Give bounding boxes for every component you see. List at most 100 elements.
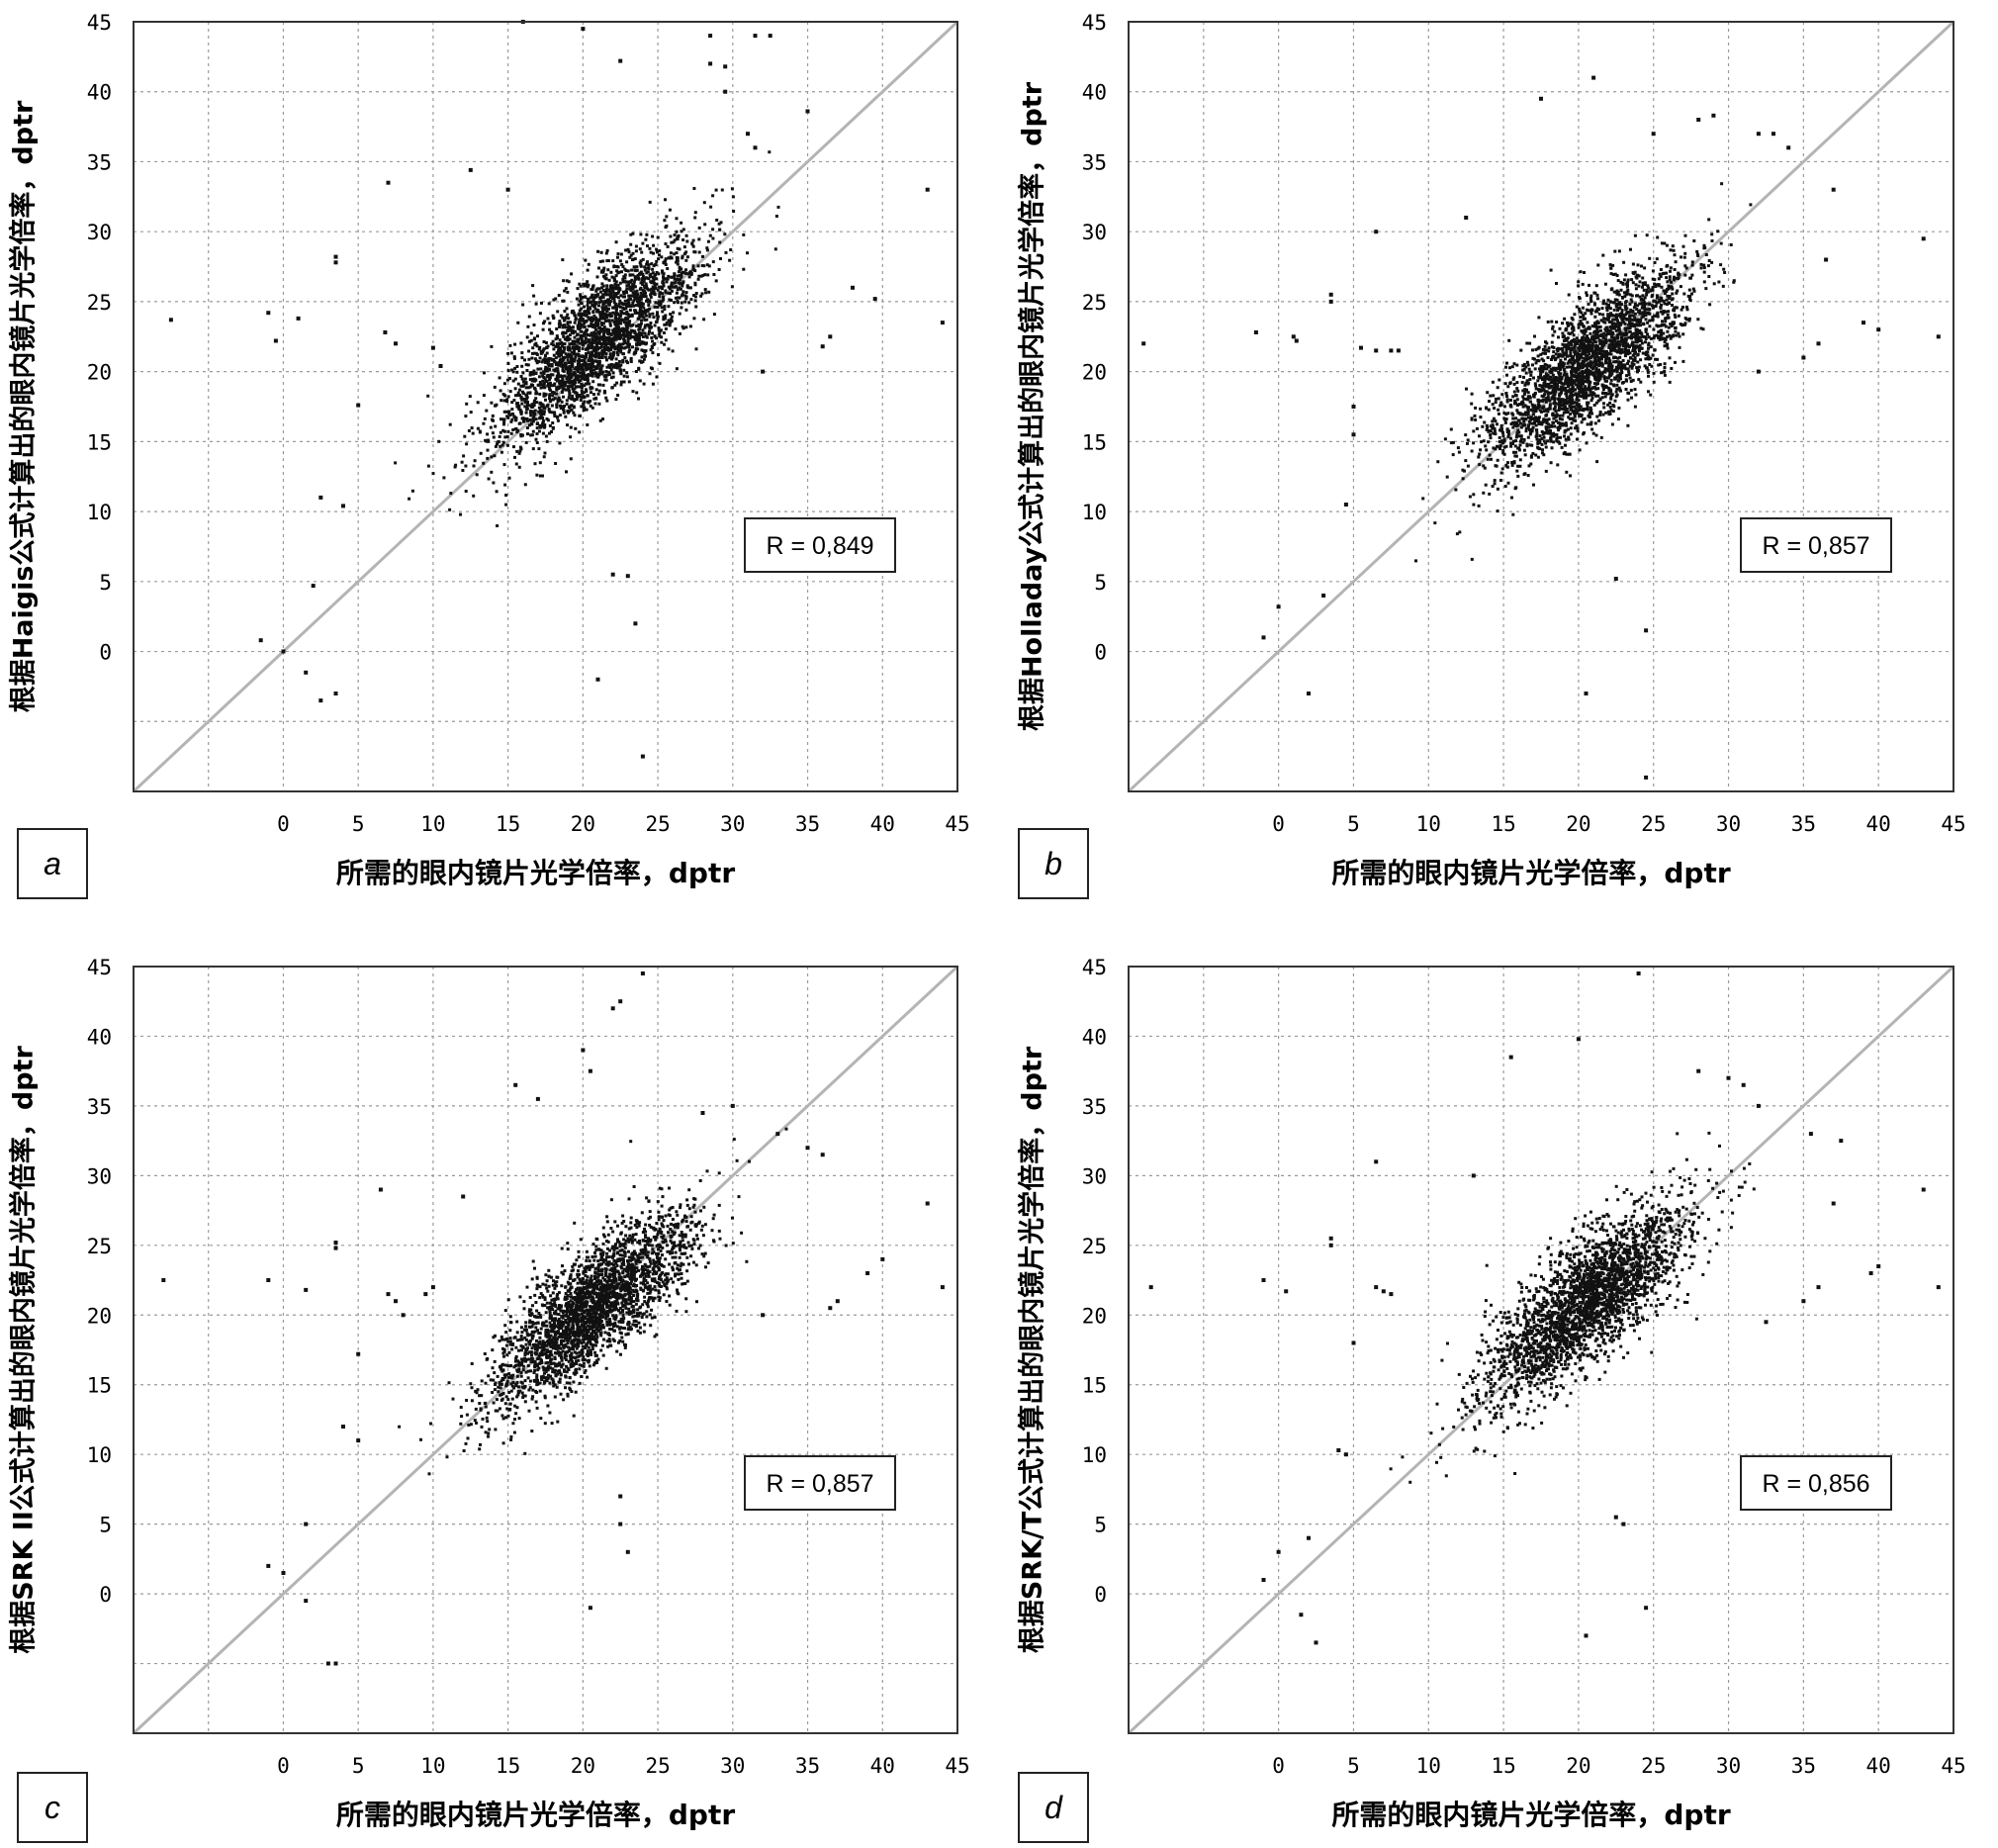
data-point [658, 249, 662, 253]
data-point [567, 361, 571, 365]
data-point [512, 415, 516, 418]
data-point [613, 305, 617, 309]
data-point [1647, 341, 1651, 345]
data-point [599, 317, 603, 321]
data-point [697, 250, 701, 254]
data-point [1636, 368, 1640, 372]
data-point [643, 290, 647, 294]
data-point [1516, 389, 1520, 393]
data-point [665, 280, 669, 284]
data-point [596, 363, 600, 367]
data-point [579, 333, 583, 337]
data-point [526, 418, 529, 422]
data-point [1660, 299, 1664, 303]
data-point [626, 338, 630, 342]
data-point [1586, 367, 1589, 371]
data-point [610, 345, 614, 349]
data-point [1559, 404, 1563, 408]
data-point [514, 427, 518, 430]
data-point [575, 344, 579, 348]
data-point [1547, 417, 1551, 421]
data-point [587, 307, 590, 311]
data-point [1623, 365, 1627, 369]
data-point [1577, 393, 1581, 397]
data-point [1638, 343, 1642, 347]
data-point [668, 298, 672, 302]
data-point [588, 382, 591, 386]
data-point [579, 297, 583, 301]
data-point [642, 316, 646, 320]
data-point [627, 321, 631, 324]
data-point [1659, 306, 1663, 310]
data-point [591, 298, 595, 302]
data-point [545, 346, 549, 350]
data-point [1525, 444, 1529, 448]
data-point [1576, 341, 1580, 345]
data-point [1710, 232, 1714, 236]
data-point [577, 364, 581, 368]
data-point [616, 255, 619, 259]
data-point [1552, 424, 1556, 428]
data-point [501, 393, 505, 396]
data-point [1594, 340, 1598, 344]
data-point [528, 404, 532, 408]
data-point [1579, 405, 1583, 409]
data-point [633, 311, 637, 315]
data-point [660, 335, 664, 339]
data-point [573, 342, 577, 346]
data-point [582, 409, 586, 413]
data-point [1615, 292, 1619, 296]
data-point [573, 387, 577, 391]
data-point [627, 315, 631, 319]
data-point [693, 295, 697, 299]
data-point [634, 249, 638, 253]
outlier-point [386, 180, 391, 185]
data-point [1649, 393, 1653, 397]
data-point [580, 392, 584, 396]
data-point [615, 329, 619, 333]
data-point [544, 341, 548, 344]
data-point [605, 347, 609, 351]
data-point [1502, 445, 1506, 449]
data-points [1141, 75, 1941, 780]
data-point [522, 397, 525, 401]
data-point [598, 418, 602, 422]
data-point [546, 317, 550, 321]
data-point [613, 365, 617, 369]
data-point [1639, 358, 1643, 362]
data-point [660, 306, 664, 310]
data-point [597, 329, 601, 333]
data-point [652, 290, 656, 294]
data-point [572, 411, 576, 415]
data-point [578, 430, 582, 434]
data-point [565, 470, 568, 474]
data-point [539, 367, 543, 371]
data-point [1559, 435, 1563, 439]
data-point [1614, 395, 1618, 399]
data-point [1640, 302, 1644, 306]
data-point [1554, 402, 1558, 406]
data-point [626, 313, 630, 317]
data-point [1473, 414, 1477, 417]
data-point [629, 280, 633, 284]
data-point [1667, 325, 1671, 329]
data-point [1652, 299, 1656, 303]
data-point [534, 359, 538, 363]
data-point [1470, 416, 1474, 420]
data-point [1652, 371, 1656, 375]
data-point [469, 411, 473, 415]
data-point [693, 269, 697, 273]
data-point [1637, 347, 1641, 351]
data-point [1708, 303, 1712, 307]
data-point [1589, 420, 1593, 424]
data-point [632, 280, 636, 284]
data-point [1674, 360, 1677, 364]
data-point [1544, 408, 1548, 412]
data-point [1624, 340, 1628, 344]
data-point [1575, 401, 1579, 405]
data-point [1549, 381, 1553, 385]
data-point [602, 374, 606, 378]
data-point [568, 348, 572, 352]
data-point [572, 339, 576, 343]
data-point [612, 279, 616, 283]
